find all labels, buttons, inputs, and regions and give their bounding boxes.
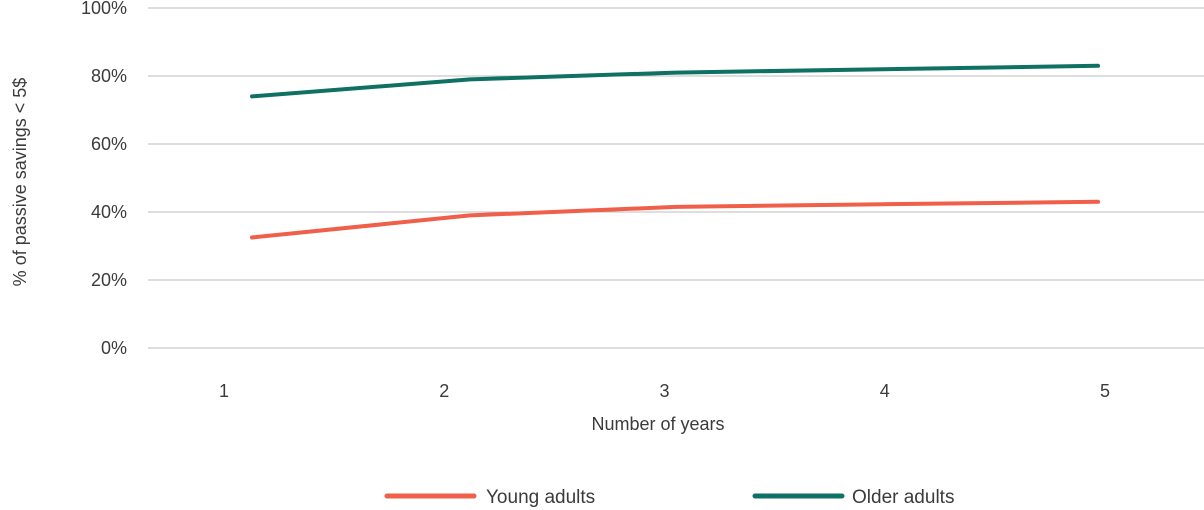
x-tick-label-2: 2 <box>439 381 449 401</box>
series-line-older-adults <box>250 63 1100 99</box>
y-tick-label-20: 20% <box>91 270 127 290</box>
series-lines <box>250 63 1100 240</box>
y-tick-label-0: 0% <box>101 338 127 358</box>
y-axis-title: % of passive savings < 5$ <box>10 78 30 287</box>
y-axis-ticks: 0% 20% 40% 60% 80% 100% <box>81 0 127 358</box>
gridlines <box>148 7 1204 349</box>
x-axis-ticks: 1 2 3 4 5 <box>219 381 1110 401</box>
y-tick-label-80: 80% <box>91 66 127 86</box>
legend: Young adults Older adults <box>384 487 954 508</box>
y-tick-label-100: 100% <box>81 0 127 18</box>
legend-label-young-adults: Young adults <box>486 487 595 508</box>
x-tick-label-3: 3 <box>659 381 669 401</box>
y-tick-label-40: 40% <box>91 202 127 222</box>
x-tick-label-4: 4 <box>880 381 890 401</box>
y-tick-label-60: 60% <box>91 134 127 154</box>
series-line-young-adults <box>250 199 1100 240</box>
x-axis-title: Number of years <box>591 414 724 434</box>
legend-label-older-adults: Older adults <box>852 487 954 508</box>
x-tick-label-1: 1 <box>219 381 229 401</box>
x-tick-label-5: 5 <box>1100 381 1110 401</box>
